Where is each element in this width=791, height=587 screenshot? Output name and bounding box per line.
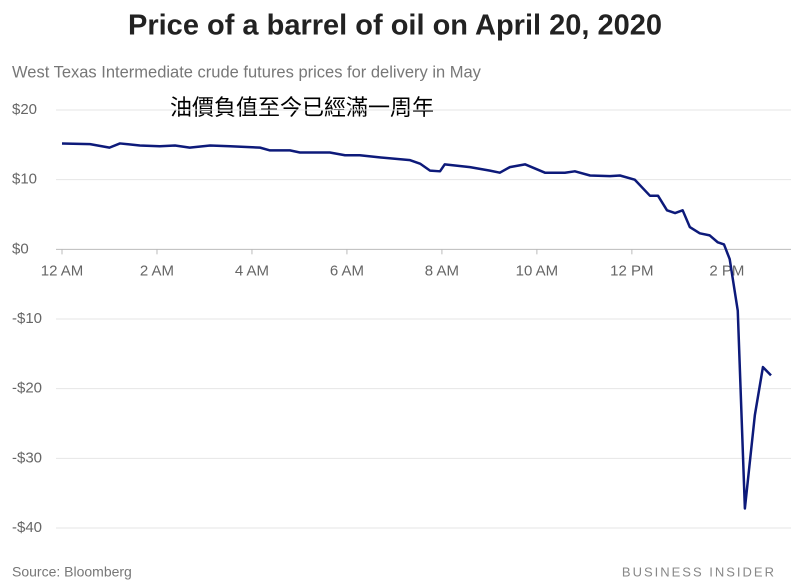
chart-subtitle: West Texas Intermediate crude futures pr…: [12, 63, 482, 81]
y-tick-label: $20: [12, 101, 37, 118]
x-tick-label: 12 PM: [610, 262, 653, 279]
x-tick-label: 4 AM: [235, 262, 269, 279]
y-tick-label: $10: [12, 171, 37, 188]
y-tick-label: $0: [12, 240, 29, 257]
y-tick-label: -$10: [12, 310, 42, 327]
x-tick-label: 2 AM: [140, 262, 174, 279]
price-line: [61, 142, 772, 510]
source: Source: Bloomberg: [12, 564, 132, 580]
annotation: 油價負值至今已經滿一周年: [170, 95, 434, 120]
grid: $20 $10 $0 -$10 -$20 -$30 -$40 12 AM 2 AM 4 AM 6 A…: [12, 101, 791, 536]
x-tick-label: 6 AM: [330, 262, 364, 279]
x-tick-label: 2 PM: [709, 262, 744, 279]
y-tick-label: -$40: [12, 519, 42, 536]
plot: [61, 142, 772, 510]
x-tick-label: 12 AM: [41, 262, 84, 279]
brand: BUSINESS INSIDER: [622, 564, 776, 579]
x-tick-label: 10 AM: [516, 262, 559, 279]
x-tick-label: 8 AM: [425, 262, 459, 279]
chart-title: Price of a barrel of oil on April 20, 20…: [128, 10, 662, 42]
y-tick-label: -$20: [12, 380, 42, 397]
y-tick-label: -$30: [12, 449, 42, 466]
